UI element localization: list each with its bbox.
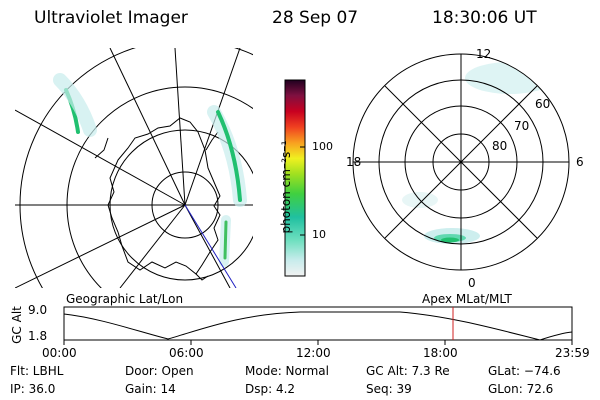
geographic-map	[15, 48, 253, 288]
xtick-3: 18:00	[423, 346, 458, 360]
info-dsp: Dsp: 4.2	[245, 382, 296, 396]
date-label: 28 Sep 07	[272, 8, 359, 28]
apex-label: Apex MLat/MLT	[422, 292, 512, 306]
colorbar-tick-10: 10	[312, 228, 326, 241]
info-door: Door: Open	[125, 364, 194, 378]
altitude-ytick-bottom: 1.8	[28, 329, 48, 343]
xtick-4: 23:59	[555, 346, 590, 360]
colorbar-tick-100: 100	[312, 140, 333, 153]
geographic-label: Geographic Lat/Lon	[66, 292, 184, 306]
altitude-axis-label: GC Alt	[10, 306, 24, 344]
info-glat: GLat: −74.6	[488, 364, 561, 378]
info-mode: Mode: Normal	[245, 364, 329, 378]
lat-label-60: 60	[535, 97, 551, 111]
time-label: 18:30:06 UT	[432, 8, 537, 28]
info-gc-alt: GC Alt: 7.3 Re	[366, 364, 450, 378]
xtick-2: 12:00	[296, 346, 331, 360]
polar-plot	[352, 53, 570, 271]
info-seq: Seq: 39	[366, 382, 412, 396]
lat-label-80: 80	[492, 139, 508, 153]
mlt-label-0: 0	[468, 276, 476, 290]
info-glon: GLon: 72.6	[488, 382, 554, 396]
mlt-label-12: 12	[476, 47, 492, 61]
altitude-plot	[63, 306, 573, 345]
mlt-label-18: 18	[346, 155, 362, 169]
colorbar-title: photon cm⁻²s⁻¹	[279, 140, 293, 234]
xtick-0: 00:00	[42, 346, 77, 360]
mlt-label-6: 6	[576, 155, 584, 169]
altitude-ytick-top: 9.0	[28, 303, 48, 317]
xtick-1: 06:00	[169, 346, 204, 360]
info-gain: Gain: 14	[125, 382, 176, 396]
info-ip: IP: 36.0	[10, 382, 56, 396]
lat-label-70: 70	[514, 119, 530, 133]
color-bar	[284, 79, 306, 277]
instrument-title: Ultraviolet Imager	[34, 8, 188, 28]
info-filter: Flt: LBHL	[10, 364, 64, 378]
